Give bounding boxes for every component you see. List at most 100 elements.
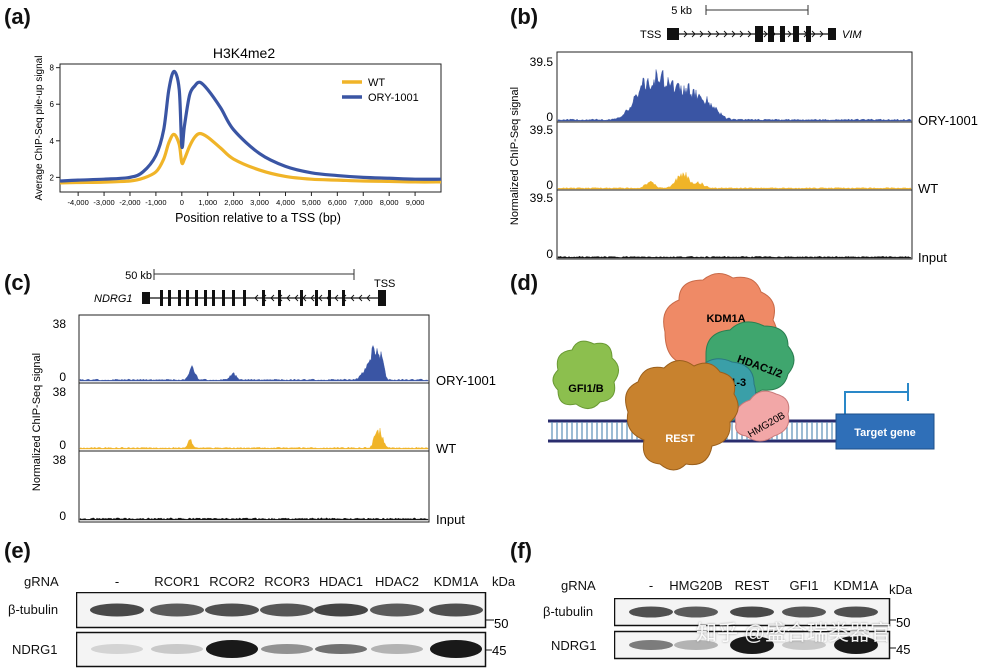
- vim-gene-model: [667, 26, 836, 42]
- scale-label: 50 kb: [125, 270, 152, 282]
- blot-row-label: β-tubulin: [543, 604, 594, 619]
- track-min-label: 0: [546, 178, 553, 192]
- blot-band: [429, 603, 483, 617]
- signal-track-ory-1001: [557, 69, 912, 122]
- scale-label: 5 kb: [671, 5, 692, 17]
- gene-name: VIM: [842, 29, 862, 41]
- x-tick-label: 5,000: [302, 198, 321, 207]
- legend-label: WT: [368, 77, 385, 89]
- panel-label-b: (b): [510, 4, 539, 29]
- tss-label: TSS: [640, 29, 661, 41]
- track-name: Input: [436, 512, 465, 526]
- signal-track-input: [557, 256, 912, 259]
- x-tick-label: -2,000: [119, 198, 140, 207]
- track-frame: [78, 314, 430, 523]
- panel-label-c: (c): [4, 270, 31, 295]
- blot-band: [674, 640, 718, 650]
- x-tick-label: 2,000: [224, 198, 243, 207]
- x-tick-label: 4,000: [276, 198, 295, 207]
- y-axis-label: Average ChIP-Seq pile-up signal: [34, 56, 45, 201]
- grna-label: gRNA: [561, 578, 596, 593]
- signal-track-input: [79, 517, 429, 521]
- gfi1b-label: GFI1/B: [568, 383, 604, 395]
- panel-label-d: (d): [510, 270, 539, 295]
- x-tick-label: 6,000: [328, 198, 347, 207]
- lane-label: RCOR1: [154, 574, 200, 589]
- blot-band: [371, 644, 423, 654]
- blot-band: [150, 603, 204, 617]
- series-line-wt: [59, 131, 442, 185]
- panel-e-blot: 50 45: [76, 592, 508, 668]
- ndrg1-gene-model: [142, 290, 386, 306]
- track-max-label: 38: [53, 453, 67, 467]
- blot-band: [315, 644, 367, 654]
- y-axis-label: Normalized ChIP-Seq signal: [31, 353, 43, 491]
- blot-band: [370, 603, 424, 617]
- track-name: ORY-1001: [918, 113, 978, 128]
- blot-band: [730, 606, 774, 618]
- marker-label: 50: [494, 616, 508, 631]
- blot-band: [629, 640, 673, 650]
- chart-title: H3K4me2: [213, 45, 275, 61]
- gfi1b-protein: [552, 340, 619, 409]
- hmg20b-protein: [734, 390, 790, 442]
- y-tick-label: 8: [50, 64, 55, 73]
- blot-band: [260, 603, 314, 617]
- x-tick-label: -4,000: [68, 198, 89, 207]
- x-tick-label: 1,000: [198, 198, 217, 207]
- lane-label: RCOR2: [209, 574, 255, 589]
- track-max-label: 39.5: [530, 55, 554, 69]
- marker-label: 50: [896, 615, 910, 630]
- x-axis-label: Position relative to a TSS (bp): [175, 211, 341, 225]
- track-min-label: 0: [59, 438, 66, 452]
- grna-label: gRNA: [24, 574, 59, 589]
- lane-label: GFI1: [789, 578, 819, 593]
- y-tick-label: 6: [50, 100, 55, 109]
- panel-label-e: (e): [4, 538, 31, 563]
- promoter-arrow: [844, 391, 908, 422]
- panel-f-blot: 50 45: [614, 598, 910, 660]
- track-name: WT: [436, 441, 456, 456]
- lane-label: REST: [734, 578, 770, 593]
- blot-band: [90, 603, 144, 617]
- blot-band: [205, 603, 259, 617]
- track-min-label: 0: [546, 110, 553, 124]
- blot-row-label: NDRG1: [551, 638, 597, 653]
- track-name: WT: [918, 181, 938, 196]
- target-gene-box: [835, 413, 935, 450]
- lane-label: KDM1A: [433, 574, 479, 589]
- track-min-label: 0: [59, 509, 66, 523]
- blot-band: [834, 606, 878, 618]
- y-axis-label: Normalized ChIP-Seq signal: [509, 87, 521, 225]
- track-max-label: 39.5: [530, 191, 554, 205]
- blot-band: [782, 606, 826, 618]
- x-tick-label: 8,000: [380, 198, 399, 207]
- lane-label: KDM1A: [833, 578, 879, 593]
- watermark: 知乎 @盛合瑞类器官: [696, 622, 892, 645]
- legend-label: ORY-1001: [368, 92, 419, 104]
- x-tick-label: 0: [180, 198, 184, 207]
- panel-d-complex-diagram: Target gene GFI1/B KDM1A HDAC1/2 RCOR1-3…: [548, 273, 935, 471]
- kda-label: kDa: [889, 582, 913, 597]
- kdm1a-label: KDM1A: [706, 313, 745, 325]
- plot-frame: [59, 63, 442, 193]
- lane-label: HDAC2: [374, 574, 420, 589]
- x-tick-label: 7,000: [354, 198, 373, 207]
- y-tick-label: 2: [50, 173, 55, 182]
- blot-band: [674, 606, 718, 618]
- gene-name: NDRG1: [94, 293, 133, 305]
- lane-label: HMG20B: [669, 578, 723, 593]
- track-name: Input: [918, 250, 947, 265]
- blot-band: [151, 644, 203, 654]
- blot-row-label: β-tubulin: [8, 602, 59, 617]
- y-tick-label: 4: [50, 137, 55, 146]
- signal-track-wt: [79, 428, 429, 450]
- panel-a-chart: H3K4me2 -4,000 -3,000 -2,000 -1,000 0 1,000 2,…: [34, 45, 442, 225]
- track-min-label: 0: [546, 247, 553, 261]
- kda-label: kDa: [492, 574, 516, 589]
- panel-label-f: (f): [510, 538, 532, 563]
- track-max-label: 38: [53, 385, 67, 399]
- blot-band: [314, 603, 368, 617]
